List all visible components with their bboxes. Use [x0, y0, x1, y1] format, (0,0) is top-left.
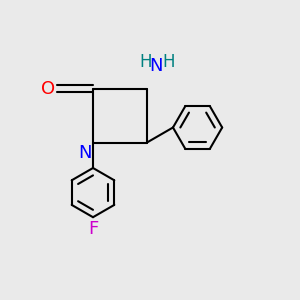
- Text: F: F: [88, 220, 98, 238]
- Text: O: O: [41, 80, 55, 98]
- Text: N: N: [78, 144, 92, 162]
- Text: H: H: [162, 53, 175, 71]
- Text: H: H: [139, 53, 152, 71]
- Text: N: N: [149, 57, 163, 75]
